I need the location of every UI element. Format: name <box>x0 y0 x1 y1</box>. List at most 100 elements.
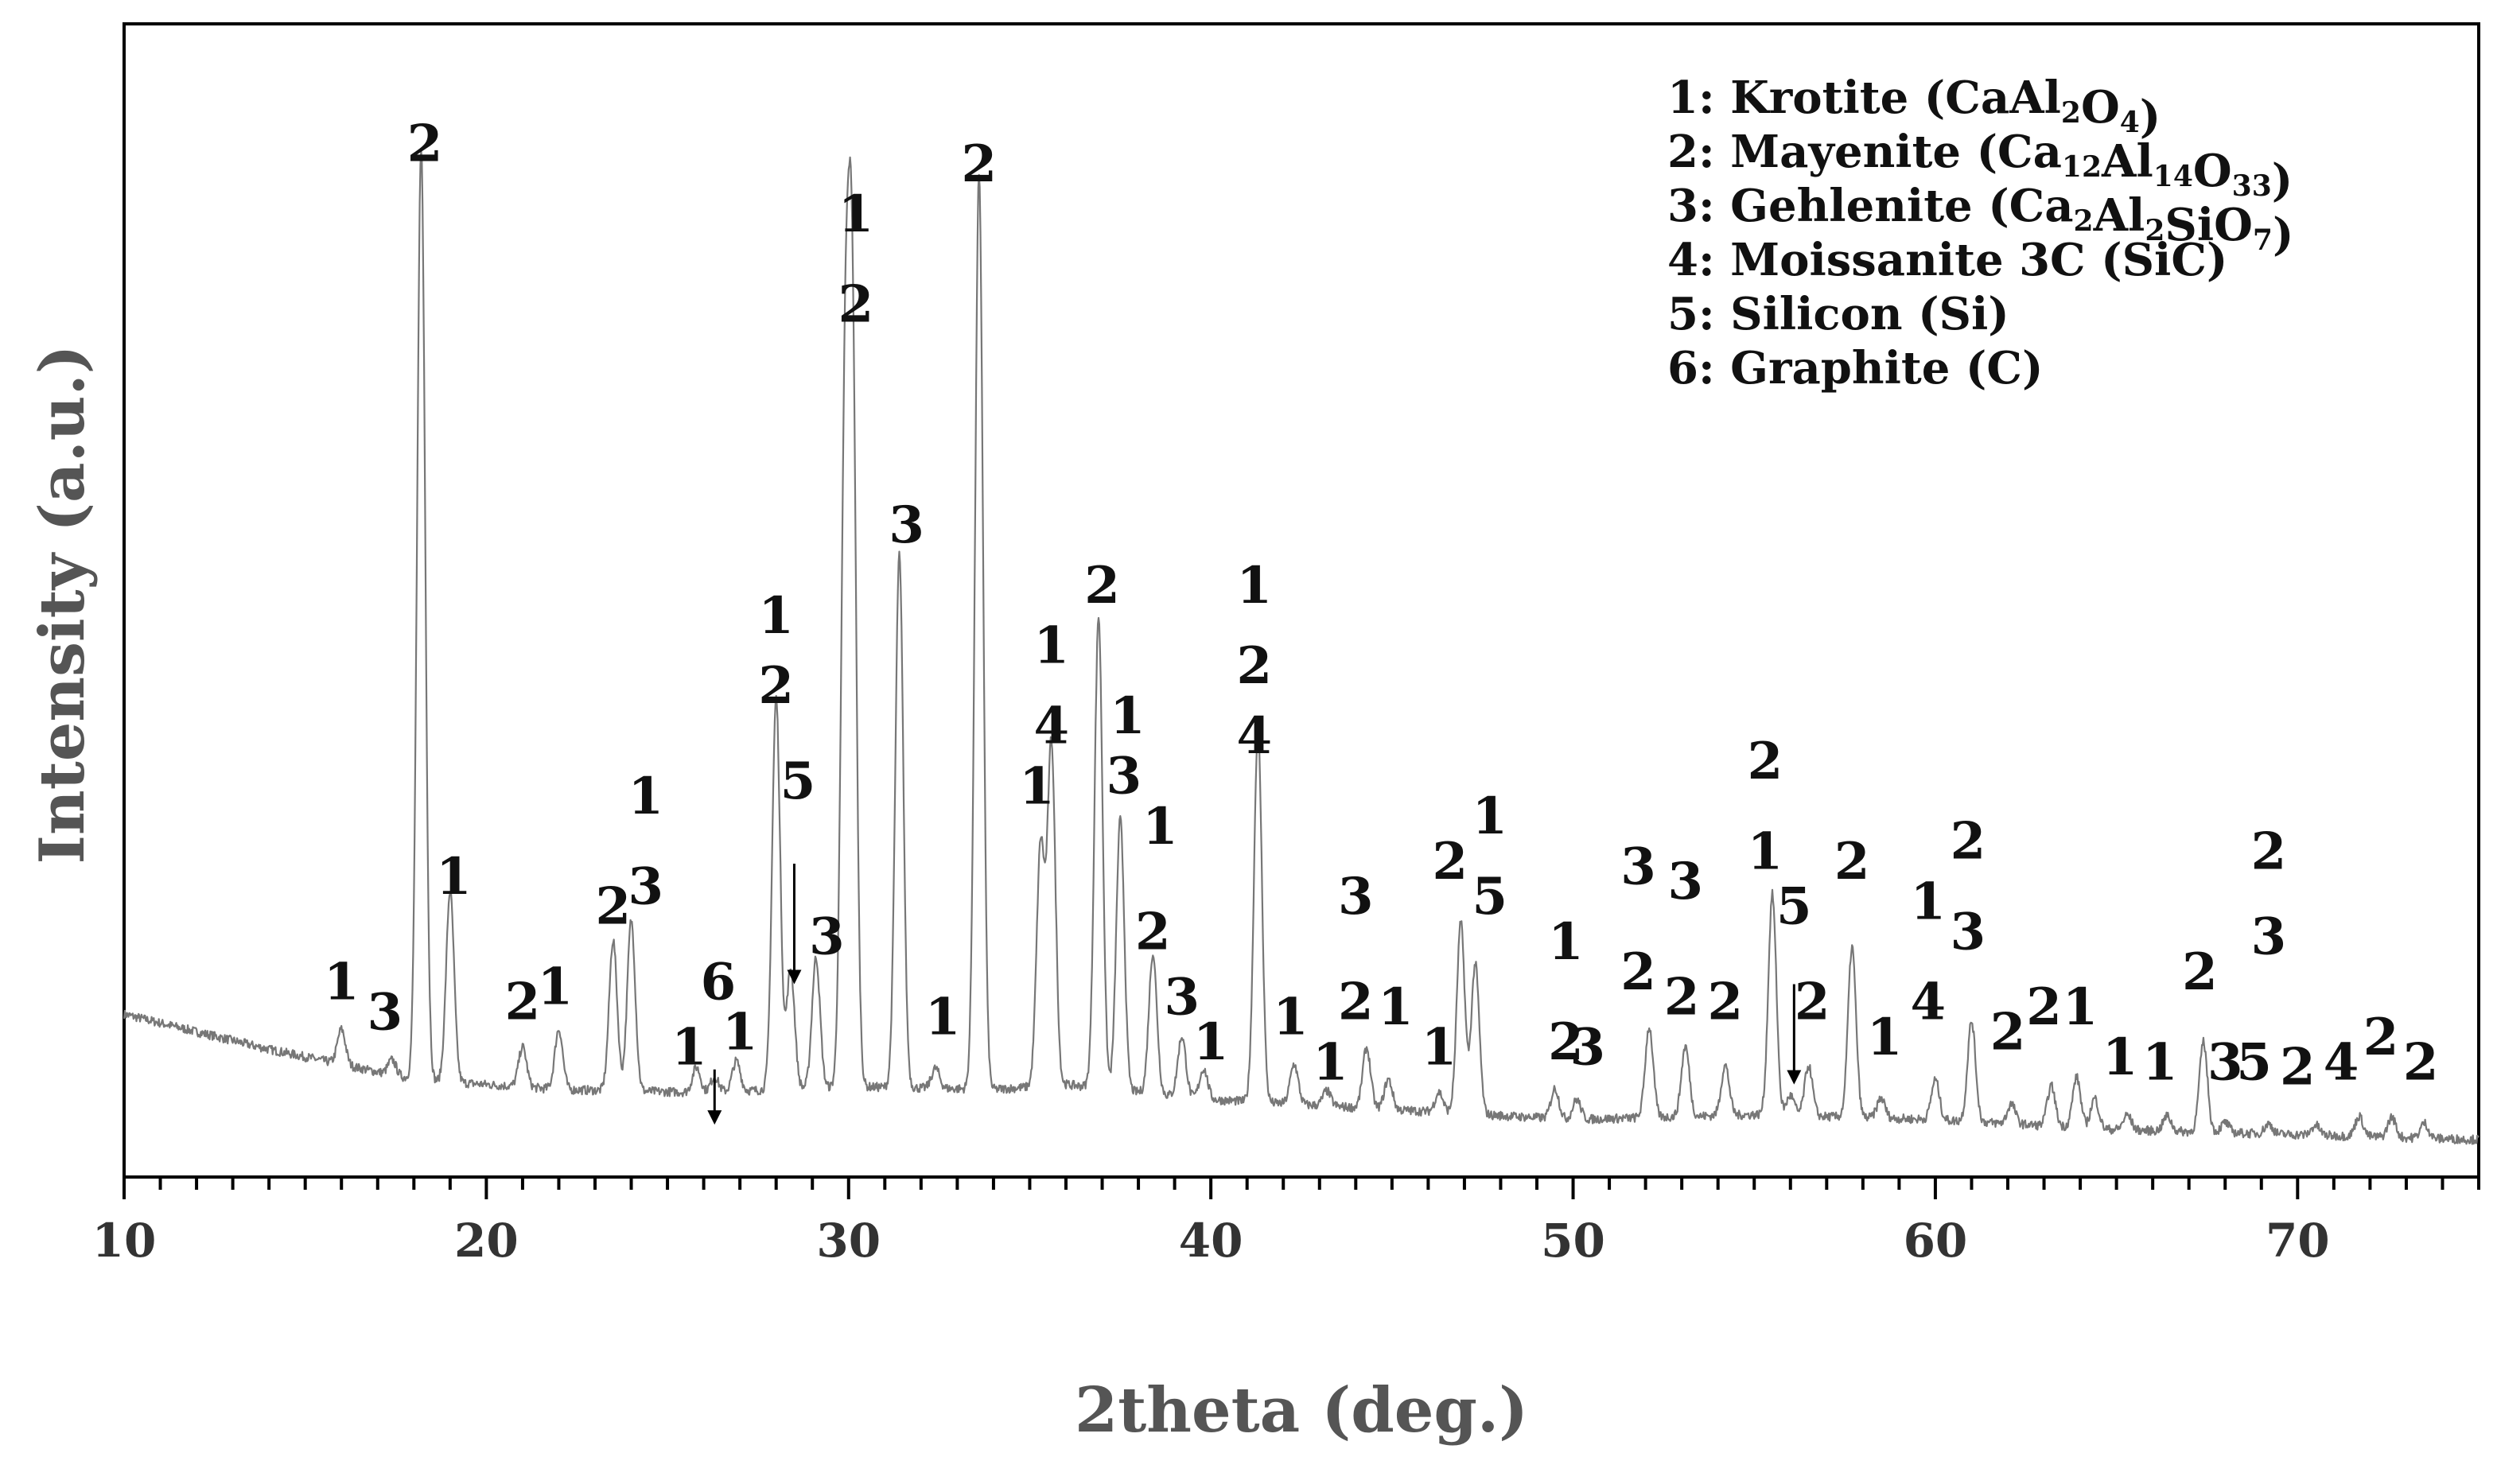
x-tick-label: 40 <box>1179 1214 1243 1268</box>
x-axis-ticks <box>123 1177 2480 1199</box>
x-tick-label: 10 <box>92 1214 157 1268</box>
peak-label: 2 <box>1834 832 1870 892</box>
peak-label: 2 <box>1548 1012 1584 1072</box>
peak-arrow <box>787 864 802 985</box>
legend-entry: 2: Mayenite (Ca12Al14O33) <box>1667 126 2293 207</box>
peak-label: 1 <box>1378 977 1414 1037</box>
peak-label: 3 <box>1569 1017 1605 1077</box>
x-tick-label: 50 <box>1541 1214 1605 1268</box>
peak-label: 1 <box>925 988 961 1047</box>
peak-label: 5 <box>1472 867 1508 927</box>
peak-label: 3 <box>1951 902 1986 961</box>
peak-label: 2 <box>1135 902 1171 961</box>
peak-labels: 1321212311612153213121412311231421112311… <box>324 115 2438 1097</box>
peak-label: 2 <box>2403 1032 2439 1092</box>
peak-label: 1 <box>1911 872 1947 931</box>
peak-label: 1 <box>1237 556 1273 616</box>
peak-label: 2 <box>2280 1038 2316 1097</box>
peak-label: 5 <box>2236 1032 2272 1092</box>
peak-label: 1 <box>1193 1012 1229 1072</box>
peak-label: 5 <box>780 752 816 811</box>
plot-frame <box>123 22 2480 1179</box>
peak-label: 3 <box>2207 1032 2243 1092</box>
peak-label: 2 <box>1708 973 1744 1032</box>
peak-label: 4 <box>2324 1032 2359 1092</box>
peak-arrow <box>1787 984 1802 1085</box>
peak-label: 1 <box>1142 797 1178 857</box>
peak-arrow <box>707 1069 722 1125</box>
peak-label: 1 <box>538 958 574 1017</box>
x-tick-label: 20 <box>454 1214 519 1268</box>
peak-label: 1 <box>1748 822 1783 881</box>
peak-label: 1 <box>1034 616 1070 676</box>
peak-label: 1 <box>436 847 472 907</box>
peak-label: 2 <box>961 134 997 194</box>
peak-label: 1 <box>1472 787 1508 846</box>
peak-label: 2 <box>596 877 632 937</box>
x-tick-label: 30 <box>816 1214 881 1268</box>
peak-label: 1 <box>1313 1032 1348 1092</box>
peak-label: 4 <box>1911 973 1947 1032</box>
peak-label: 3 <box>1667 852 1703 911</box>
peak-label: 2 <box>407 115 443 174</box>
peak-label: 1 <box>1548 912 1584 972</box>
peak-label: 3 <box>1620 837 1656 896</box>
peak-label: 1 <box>722 1002 758 1062</box>
peak-label: 1 <box>671 1017 707 1077</box>
peak-label: 4 <box>1237 706 1273 766</box>
peak-label: 3 <box>1164 967 1200 1027</box>
peak-label: 2 <box>1795 973 1830 1032</box>
legend-entry: 3: Gehlenite (Ca2Al2SiO7) <box>1667 180 2293 261</box>
x-tick-label: 60 <box>1904 1214 1968 1268</box>
peak-label: 2 <box>1338 973 1374 1032</box>
peak-label: 3 <box>889 495 924 555</box>
peak-label: 3 <box>809 907 845 967</box>
peak-label: 3 <box>628 857 663 917</box>
peak-label: 2 <box>1432 832 1468 892</box>
legend-entry: 1: Krotite (CaAl2O4) <box>1667 72 2161 143</box>
peak-label: 2 <box>2251 822 2287 881</box>
peak-label: 1 <box>2142 1032 2178 1092</box>
peak-label: 1 <box>838 185 874 244</box>
peak-label: 1 <box>2063 977 2098 1037</box>
phase-legend: 1: Krotite (CaAl2O4)2: Mayenite (Ca12Al1… <box>1667 72 2293 394</box>
peak-label: 1 <box>1273 988 1309 1047</box>
peak-label: 3 <box>368 982 403 1042</box>
peak-label: 2 <box>505 973 541 1032</box>
legend-entry: 5: Silicon (Si) <box>1667 288 2009 340</box>
peak-label: 2 <box>2026 977 2062 1037</box>
peak-label: 2 <box>1664 967 1700 1027</box>
peak-label: 1 <box>1019 756 1055 816</box>
peak-label: 2 <box>758 656 794 716</box>
peak-label: 1 <box>628 767 663 826</box>
peak-label: 4 <box>1034 697 1070 756</box>
peak-label: 1 <box>1422 1017 1457 1077</box>
peak-label: 2 <box>2182 942 2218 1002</box>
peak-label: 2 <box>1990 1002 2026 1062</box>
peak-label: 2 <box>1084 556 1120 616</box>
legend-entry: 4: Moissanite 3C (SiC) <box>1667 234 2227 286</box>
peak-label: 3 <box>1107 747 1142 806</box>
peak-label: 2 <box>1951 812 1986 872</box>
peak-label: 1 <box>2102 1028 2138 1087</box>
legend-entry: 6: Graphite (C) <box>1667 342 2043 394</box>
peak-label: 2 <box>2363 1008 2399 1067</box>
y-axis-title: Intensity (a.u.) <box>26 345 99 864</box>
x-axis-tick-labels: 10 20 30 40 50 60 70 <box>92 1214 2330 1268</box>
peak-label: 1 <box>1110 686 1145 746</box>
peak-label: 1 <box>1867 1008 1903 1067</box>
peak-label: 3 <box>1338 867 1374 927</box>
peak-label: 3 <box>2251 907 2287 967</box>
peak-label: 1 <box>758 586 794 646</box>
peak-label: 5 <box>1776 877 1812 937</box>
peak-label: 2 <box>838 275 874 335</box>
peak-arrows <box>707 864 1802 1125</box>
x-axis-title: 2theta (deg.) <box>1075 1374 1528 1447</box>
x-tick-label: 70 <box>2266 1214 2330 1268</box>
xrd-pattern-line <box>123 150 2480 1145</box>
peak-label: 2 <box>1748 732 1783 791</box>
peak-label: 6 <box>701 952 737 1012</box>
peak-label: 2 <box>1620 942 1656 1002</box>
peak-label: 1 <box>324 952 360 1012</box>
